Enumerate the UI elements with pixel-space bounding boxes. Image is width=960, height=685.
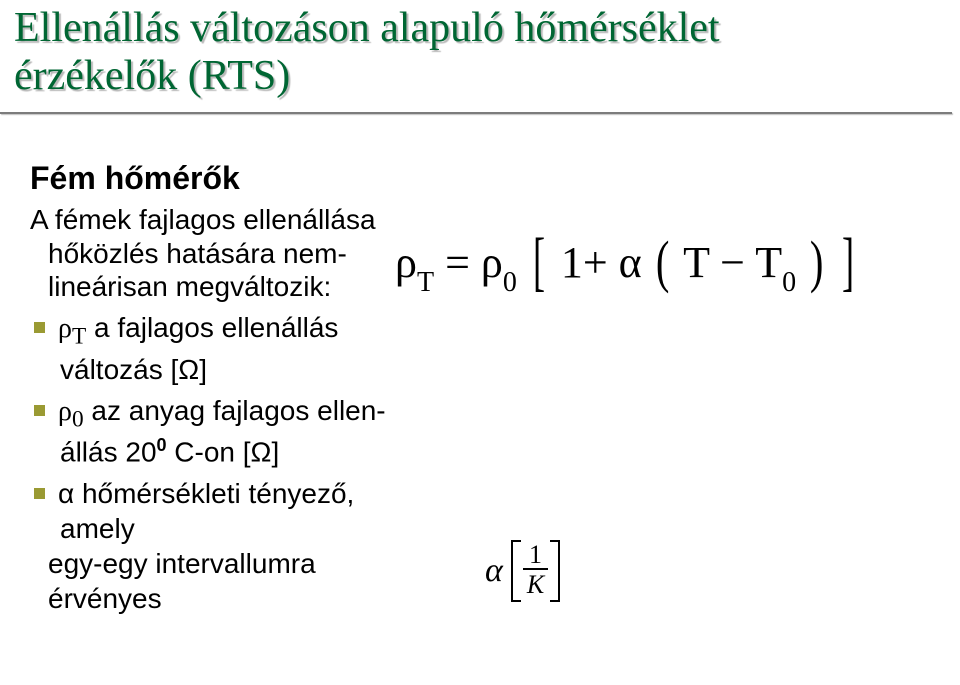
title-underline [0,112,952,114]
left-bracket-icon: [ [533,224,545,300]
bullet1-line2: változás [Ω] [60,352,930,387]
alpha-symbol: α [485,552,503,590]
main-formula: ρT = ρ0 [ 1+ α ( T − T0 ) ] [395,218,955,295]
fraction: 1 K [523,542,548,598]
subheading: Fém hőmérők [30,160,930,197]
f-rho0: ρ [481,238,503,287]
f-one-plus: 1+ α [561,238,642,287]
right-bracket-icon: ] [842,224,854,300]
bullet2-sup: 0 [157,435,167,455]
slide: Ellenállás változáson alapuló hőmérsékle… [0,0,960,685]
bullet1-text: a fajlagos ellenállás [86,312,338,343]
fraction-numerator: 1 [523,542,548,570]
rho-0-symbol: ρ0 [58,396,84,427]
rho-char: ρ [58,313,72,344]
bullet2-line2a: állás 20 [60,437,157,468]
bullet-item-3: α hőmérsékleti tényező, amely egy-egy in… [30,476,930,616]
rho0-sub: 0 [72,406,84,432]
left-paren-icon: ( [656,228,670,295]
rho-t-symbol: ρT [58,313,86,344]
f-rhoT: ρ [395,238,417,287]
alpha-unit-formula: α 1 K [485,540,560,602]
f-subT: T [417,267,434,298]
bullet3-line1: α hőmérsékleti tényező, [58,478,354,509]
right-paren-icon: ) [810,228,824,295]
unit-bracket: 1 K [511,540,560,602]
rho0-char: ρ [58,396,72,427]
f-eq: = [445,238,481,287]
f-minus: − [720,238,755,287]
bullet-item-2: ρ0 az anyag fajlagos ellen- állás 200 C-… [30,393,930,470]
lead-line-2: hőközlés hatására nem- [48,237,347,271]
title-line-1: Ellenállás változáson alapuló hőmérsékle… [14,5,720,51]
lead-line-3: lineárisan megváltozik: [48,270,331,304]
f-sub0b: 0 [782,267,796,298]
lead-text: A fémek fajlagos ellenállása hőközlés ha… [30,203,400,304]
rho-t-sub: T [72,323,86,349]
f-T2: T [755,238,782,287]
bullet2-line2b: C-on [Ω] [167,437,280,468]
bullet2-line2: állás 200 C-on [Ω] [60,434,930,469]
slide-title: Ellenállás változáson alapuló hőmérsékle… [0,0,960,101]
bullet-item-1: ρT a fajlagos ellenállás változás [Ω] [30,310,930,387]
fraction-denominator: K [523,570,548,598]
f-T: T [683,238,709,287]
title-line-2: érzékelők (RTS) [14,53,290,99]
bullet-list: ρT a fajlagos ellenállás változás [Ω] ρ0… [30,310,930,616]
f-sub0: 0 [503,267,517,298]
lead-line-1: A fémek fajlagos ellenállása [30,204,376,235]
bullet2-text: az anyag fajlagos ellen- [84,395,386,426]
